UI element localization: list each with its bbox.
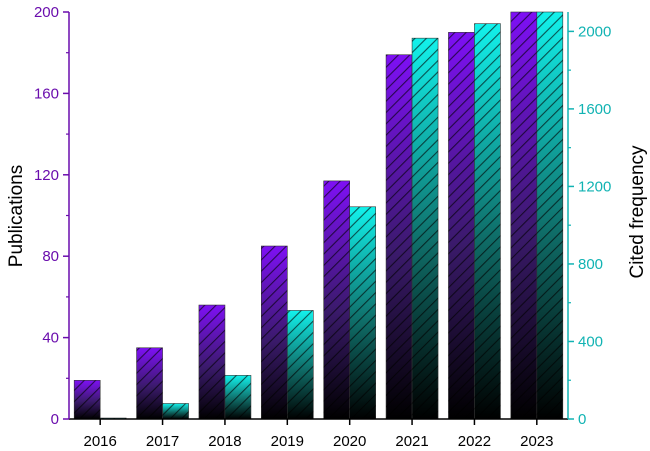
bar-hatch [261,246,288,419]
y-tick-label-right: 1200 [578,178,611,195]
bar-publications-2023 [510,11,538,420]
y-tick-label-right: 800 [578,256,603,273]
bar-cited-2019 [287,310,314,420]
x-tick-label: 2023 [520,433,553,450]
bars-layer [73,11,564,420]
bar-cited-2021 [411,37,439,420]
y-tick-label-left: 0 [51,411,59,428]
bar-hatch [536,12,563,419]
x-tick-label: 2022 [458,433,491,450]
y-tick-label-left: 40 [42,330,59,347]
bar-hatch [162,403,189,419]
bar-cited-2018 [224,375,252,420]
bar-publications-2020 [323,180,350,420]
x-tick-label: 2020 [333,433,366,450]
bar-cited-2020 [349,206,376,420]
bar-hatch [287,310,314,419]
x-tick-label: 2018 [208,433,241,450]
y-tick-label-right: 2000 [578,23,611,40]
bar-publications-2016 [73,380,101,420]
bar-hatch [224,375,251,419]
x-tick-label: 2019 [271,433,304,450]
bar-publications-2018 [198,304,226,420]
y-tick-label-right: 1600 [578,101,611,118]
bar-cited-2017 [162,403,189,420]
bar-cited-2022 [474,23,501,420]
y-axis-title-left: Publications [6,165,27,267]
bar-hatch [386,54,413,420]
bar-hatch [349,206,376,419]
bar-cited-2023 [536,11,564,420]
x-tick-label: 2016 [84,433,117,450]
y-tick-label-left: 80 [42,248,59,265]
bar-publications-2019 [261,245,288,420]
bar-hatch [74,380,101,419]
bar-hatch [136,347,163,419]
y-tick-label-left: 200 [34,4,59,21]
x-tick-label: 2021 [395,433,428,450]
bar-hatch [448,32,475,419]
bar-hatch [323,180,350,419]
bar-hatch [510,12,537,419]
y-tick-label-right: 0 [578,411,586,428]
bar-hatch [198,305,225,419]
y-tick-label-right: 400 [578,333,603,350]
y-axis-title-right: Cited frequency [627,145,648,279]
bar-hatch [474,23,501,419]
bar-publications-2022 [448,32,475,420]
y-tick-label-left: 120 [34,167,59,184]
bar-hatch [412,38,439,420]
bar-publications-2017 [136,347,163,420]
y-tick-label-left: 160 [34,85,59,102]
axes-layer: 2016 2017 2018 2019 2020 2021 2022 2023 0 40 80 120… [34,4,611,450]
x-tick-label: 2017 [146,433,179,450]
bar-publications-2021 [385,54,413,420]
